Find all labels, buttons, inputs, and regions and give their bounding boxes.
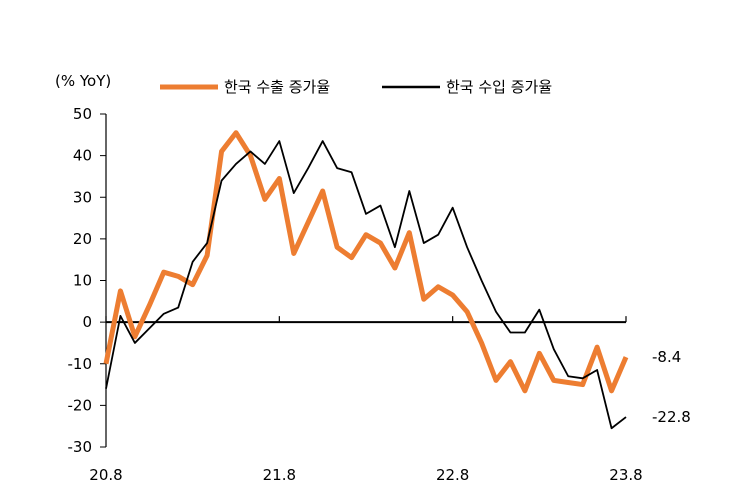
- y-tick-label: 0: [82, 313, 92, 331]
- y-tick-label: -20: [68, 396, 93, 414]
- legend-label-imports: 한국 수입 증가율: [446, 78, 552, 96]
- x-axis: 20.8 21.8 22.8 23.8: [89, 316, 643, 484]
- y-tick-label: -30: [68, 438, 93, 456]
- y-tick-label: 40: [73, 147, 92, 165]
- y-axis: 50 40 30 20 10 0 -10 -20 -30: [68, 105, 107, 456]
- series-line-imports: [105, 140, 627, 430]
- end-labels: -8.4 -22.8: [652, 348, 691, 426]
- end-label-imports: -22.8: [652, 408, 691, 426]
- y-tick-label: -10: [68, 355, 93, 373]
- x-tick-label: 21.8: [263, 466, 296, 484]
- legend: 한국 수출 증가율 한국 수입 증가율: [160, 78, 552, 96]
- y-tick-label: 10: [73, 272, 92, 290]
- x-tick-label: 23.8: [609, 466, 642, 484]
- series-line-exports: [103, 130, 629, 394]
- y-tick-label: 30: [73, 188, 92, 206]
- y-tick-label: 20: [73, 230, 92, 248]
- x-tick-label: 22.8: [436, 466, 469, 484]
- y-tick-label: 50: [73, 105, 92, 123]
- y-axis-unit-label: (% YoY): [55, 72, 111, 90]
- series-layer: [103, 130, 629, 430]
- x-tick-label: 20.8: [89, 466, 122, 484]
- legend-label-exports: 한국 수출 증가율: [224, 78, 330, 96]
- end-label-exports: -8.4: [652, 348, 681, 366]
